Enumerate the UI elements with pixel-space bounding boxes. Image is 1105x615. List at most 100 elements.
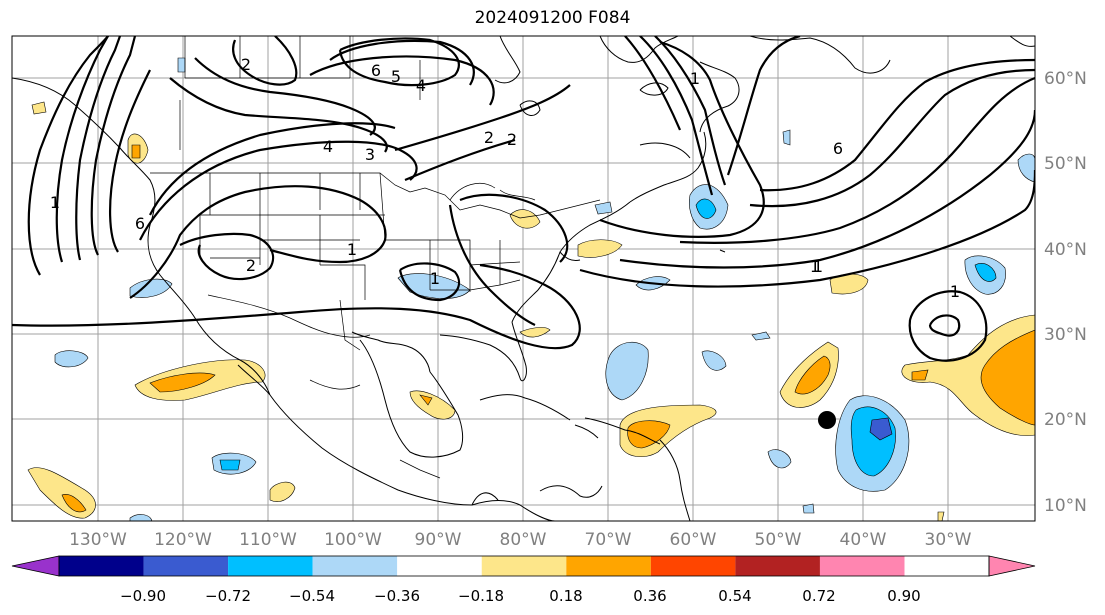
contour-label: 2 (484, 128, 494, 147)
positive-anomaly-area (61, 494, 87, 513)
lon-label: 50°W (755, 530, 802, 550)
lat-label: 60°N (1044, 69, 1087, 89)
lat-label: 20°N (1044, 410, 1087, 430)
contour-labels: 1 2 4 3 6 5 4 2 6 1 1 1 2 1 1 2 6 1 (50, 55, 960, 301)
contour-label: 1 (810, 257, 820, 276)
lat-label: 40°N (1044, 240, 1087, 260)
lat-label: 50°N (1044, 154, 1087, 174)
contour-label: 1 (813, 257, 823, 276)
contour-label: 4 (323, 137, 333, 156)
negative-anomaly-area (129, 278, 173, 298)
contour-label: 1 (950, 282, 960, 301)
colorbar-swatch (143, 556, 229, 576)
negative-anomaly-area (974, 263, 997, 282)
colorbar-swatch (650, 556, 736, 576)
negative-anomaly-area (54, 350, 89, 368)
lon-label: 30°W (925, 530, 972, 550)
coastlines (12, 36, 1035, 521)
negative-anomaly-area (767, 449, 792, 469)
contour-label: 1 (50, 193, 60, 212)
contour-label: 1 (430, 269, 440, 288)
positive-anomaly-area (911, 369, 929, 381)
negative-anomaly-area (1017, 153, 1035, 183)
height-contours (12, 36, 1035, 362)
positive-anomaly-area (269, 481, 296, 502)
negative-anomaly-area (782, 129, 791, 146)
longitude-labels: 130°W 120°W 110°W 100°W 90°W 80°W 70°W 6… (69, 530, 972, 550)
contour-label: 1 (690, 69, 700, 88)
colorbar-tick-label: 0.18 (549, 587, 582, 605)
colorbar-tick-label: −0.90 (120, 587, 166, 605)
positive-anomaly-area (31, 101, 47, 115)
colorbar-extend-low (11, 555, 60, 577)
colorbar-swatch (59, 556, 144, 576)
graticule (12, 36, 1035, 521)
contour-label: 2 (246, 256, 256, 275)
negative-anomaly-area (751, 331, 771, 341)
contour-label: 2 (241, 55, 251, 74)
colorbar-swatch (397, 556, 482, 576)
contour-label: 5 (391, 67, 401, 86)
positive-anomaly-area (419, 394, 433, 406)
storm-position-marker (818, 411, 836, 429)
lon-label: 100°W (324, 530, 382, 550)
political-borders (150, 36, 601, 479)
lon-label: 130°W (69, 530, 127, 550)
lon-label: 70°W (585, 530, 632, 550)
negative-anomaly-area (129, 514, 153, 521)
lon-label: 120°W (154, 530, 212, 550)
negative-anomaly-area (802, 503, 815, 514)
colorbar-tick-label: −0.36 (374, 587, 420, 605)
positive-anomaly-area (937, 511, 945, 521)
negative-anomaly-area (695, 198, 717, 219)
colorbar-swatch (566, 556, 651, 576)
lat-label: 30°N (1044, 325, 1087, 345)
colorbar-ticks: −0.90 −0.72 −0.54 −0.36 −0.18 0.18 0.36 … (120, 587, 921, 605)
positive-anomaly-area (131, 144, 141, 159)
colorbar-tick-label: 0.54 (718, 587, 751, 605)
positive-anomaly-area (409, 390, 456, 420)
contour-label: 3 (365, 145, 375, 164)
positive-anomaly-area (149, 372, 216, 393)
colorbar-swatch (819, 556, 905, 576)
shaded-anomalies (27, 57, 1035, 521)
colorbar-swatch (735, 556, 820, 576)
negative-anomaly-area (594, 201, 613, 215)
positive-anomaly-area (509, 209, 541, 229)
colorbar-swatch (228, 556, 313, 576)
lon-label: 80°W (500, 530, 547, 550)
contour-label: 6 (371, 61, 381, 80)
lon-label: 40°W (840, 530, 887, 550)
colorbar-tick-label: 0.72 (802, 587, 835, 605)
positive-anomaly-area (980, 329, 1035, 426)
map-title: 2024091200 F084 (474, 8, 631, 28)
colorbar (11, 555, 1036, 577)
lat-label: 10°N (1044, 496, 1087, 516)
colorbar-tick-label: −0.54 (289, 587, 335, 605)
negative-anomaly-area (605, 342, 649, 401)
contour-label: 6 (135, 214, 145, 233)
negative-anomaly-area (869, 417, 893, 441)
lon-label: 60°W (670, 530, 717, 550)
colorbar-swatch (312, 556, 398, 576)
contour-label: 2 (507, 130, 517, 149)
contour-label: 1 (347, 240, 357, 259)
colorbar-tick-label: −0.72 (205, 587, 251, 605)
positive-anomaly-area (627, 420, 671, 449)
colorbar-extend-high (988, 555, 1036, 577)
contour-label: 6 (833, 139, 843, 158)
positive-anomaly-area (519, 327, 551, 338)
negative-anomaly-area (219, 459, 241, 471)
colorbar-swatch (481, 556, 567, 576)
latitude-labels: 60°N 50°N 40°N 30°N 20°N 10°N (1044, 69, 1087, 516)
positive-anomaly-area (794, 355, 831, 395)
colorbar-tick-label: 0.90 (887, 587, 920, 605)
colorbar-outline (58, 555, 990, 577)
lon-label: 90°W (415, 530, 462, 550)
negative-anomaly-area (177, 57, 186, 73)
positive-anomaly-area (577, 239, 623, 258)
lon-label: 110°W (239, 530, 297, 550)
colorbar-tick-label: 0.36 (633, 587, 666, 605)
contour-label: 4 (416, 76, 426, 95)
